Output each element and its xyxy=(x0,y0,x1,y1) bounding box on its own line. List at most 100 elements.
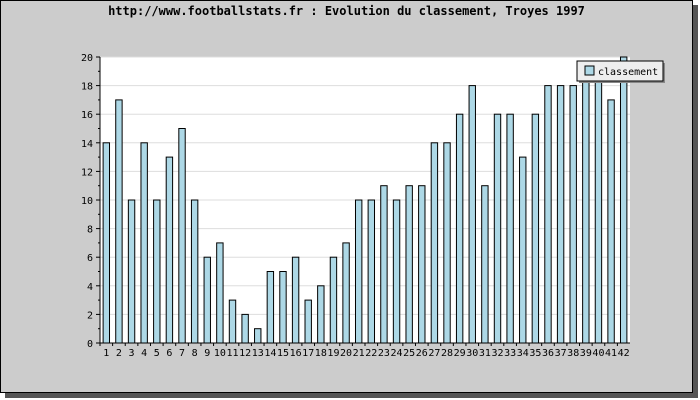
x-tick-label: 14 xyxy=(264,348,276,359)
bar xyxy=(392,199,401,344)
bar xyxy=(430,142,439,344)
bar xyxy=(329,256,338,344)
bar xyxy=(569,85,577,344)
x-tick-label: 9 xyxy=(204,348,210,359)
bar xyxy=(354,199,363,344)
y-tick-label: 20 xyxy=(81,53,93,64)
bar xyxy=(291,256,300,344)
x-tick-label: 25 xyxy=(403,348,415,359)
x-tick-label: 22 xyxy=(365,348,377,359)
bar xyxy=(203,256,211,344)
bar xyxy=(418,185,426,344)
frame-shadow-bottom xyxy=(5,393,698,398)
y-tick-label: 16 xyxy=(81,110,93,121)
bar xyxy=(556,85,565,344)
x-tick-label: 26 xyxy=(416,348,428,359)
y-tick-label: 6 xyxy=(87,253,93,264)
x-tick-label: 16 xyxy=(290,348,302,359)
bar xyxy=(506,113,514,344)
bar xyxy=(607,99,615,344)
bar xyxy=(102,142,111,344)
bar xyxy=(317,285,325,344)
x-tick-label: 21 xyxy=(353,348,365,359)
x-tick-label: 15 xyxy=(277,348,289,359)
x-tick-label: 30 xyxy=(466,348,478,359)
bar xyxy=(254,328,262,344)
x-tick-label: 7 xyxy=(179,348,185,359)
x-tick-label: 20 xyxy=(340,348,352,359)
legend-swatch xyxy=(584,65,595,76)
bar xyxy=(127,199,136,344)
x-tick-label: 18 xyxy=(315,348,327,359)
x-tick-label: 12 xyxy=(239,348,251,359)
x-tick-label: 1 xyxy=(103,348,109,359)
bar xyxy=(380,185,388,344)
bar xyxy=(405,185,413,344)
x-tick-label: 10 xyxy=(214,348,226,359)
x-tick-label: 41 xyxy=(605,348,617,359)
x-tick-label: 23 xyxy=(378,348,390,359)
bar xyxy=(519,156,527,344)
y-tick-label: 8 xyxy=(87,225,93,236)
x-tick-label: 27 xyxy=(428,348,440,359)
bar xyxy=(279,271,287,344)
x-tick-label: 37 xyxy=(555,348,567,359)
frame-shadow-right xyxy=(693,5,698,398)
x-tick-label: 40 xyxy=(592,348,604,359)
bar xyxy=(153,199,161,344)
x-tick-label: 42 xyxy=(618,348,630,359)
x-tick-label: 17 xyxy=(302,348,314,359)
bar xyxy=(594,70,603,344)
bar xyxy=(241,313,249,344)
bar xyxy=(544,85,552,344)
bar xyxy=(619,56,628,344)
x-tick-label: 24 xyxy=(391,348,403,359)
bar xyxy=(582,70,590,344)
x-tick-label: 32 xyxy=(491,348,503,359)
y-tick-label: 10 xyxy=(81,196,93,207)
bar xyxy=(228,299,237,344)
bar xyxy=(468,85,476,344)
legend-box xyxy=(576,60,664,82)
bar xyxy=(115,99,123,344)
bar xyxy=(266,271,275,344)
bar xyxy=(455,113,464,344)
bar xyxy=(140,142,148,344)
y-tick-label: 12 xyxy=(81,167,93,178)
legend-label: classement xyxy=(598,67,658,78)
x-tick-label: 39 xyxy=(580,348,592,359)
bar xyxy=(342,242,350,344)
grid-lines xyxy=(100,56,630,315)
bar xyxy=(165,156,174,344)
bar xyxy=(481,185,489,344)
bar xyxy=(493,113,502,344)
legend: classement xyxy=(576,60,665,83)
x-tick-label: 33 xyxy=(504,348,516,359)
x-tick-label: 36 xyxy=(542,348,554,359)
y-tick-label: 18 xyxy=(81,82,93,93)
y-tick-label: 14 xyxy=(81,139,93,150)
bar xyxy=(190,199,199,344)
x-tick-label: 2 xyxy=(116,348,122,359)
x-tick-label: 34 xyxy=(517,348,529,359)
x-tick-label: 29 xyxy=(454,348,466,359)
bar xyxy=(304,299,312,344)
x-tick-label: 38 xyxy=(567,348,579,359)
x-tick-label: 31 xyxy=(479,348,491,359)
x-tick-label: 5 xyxy=(154,348,160,359)
x-tick-label: 11 xyxy=(226,348,238,359)
y-tick-label: 4 xyxy=(87,282,93,293)
bar xyxy=(443,142,451,344)
chart-title: http://www.footballstats.fr : Evolution … xyxy=(108,4,585,18)
x-tick-label: 3 xyxy=(129,348,135,359)
x-tick-label: 28 xyxy=(441,348,453,359)
bar xyxy=(216,242,224,344)
y-tick-label: 0 xyxy=(87,339,93,350)
bar xyxy=(178,128,186,344)
x-tick-label: 35 xyxy=(529,348,541,359)
bar xyxy=(367,199,376,344)
x-tick-label: 4 xyxy=(141,348,147,359)
x-tick-label: 8 xyxy=(192,348,198,359)
